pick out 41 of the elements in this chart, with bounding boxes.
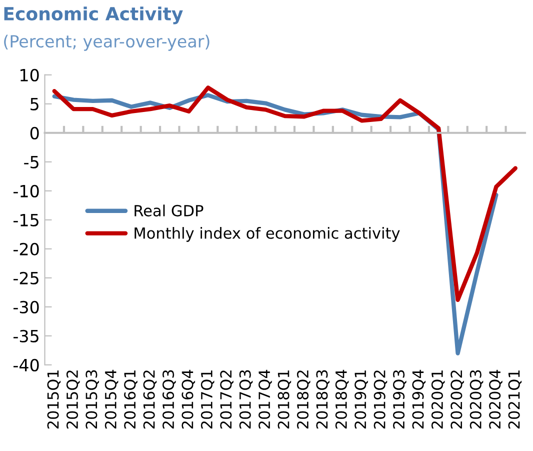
y-tick-label: 0 — [30, 126, 39, 140]
line-series — [52, 86, 518, 302]
x-tick-label: 2016Q3 — [162, 370, 176, 429]
y-tick-label: 5 — [30, 98, 38, 110]
x-tick-label: 2020Q3 — [470, 370, 484, 429]
x-tick-label: 2018Q3 — [316, 370, 330, 429]
y-tick-label: 10 — [20, 68, 39, 82]
y-tick-label: -40 — [14, 358, 39, 372]
legend-label: Real GDP — [134, 204, 204, 216]
x-tick-label: 2017Q1 — [200, 370, 214, 429]
x-tick-label: 2018Q2 — [296, 370, 310, 429]
y-tick-label: -35 — [14, 330, 38, 342]
x-tick-label: 2018Q1 — [278, 370, 292, 429]
x-tick-label: 2017Q3 — [239, 370, 253, 429]
x-tick-label: 2015Q1 — [47, 370, 61, 429]
x-tick-label: 2020Q4 — [489, 370, 502, 429]
x-tick-label: 2019Q4 — [412, 370, 426, 429]
x-tick-label: 2019Q2 — [374, 370, 388, 429]
x-tick-label: 2017Q4 — [258, 370, 272, 429]
legend-label: Monthly index of economic activity — [134, 227, 400, 242]
x-tick-label: 2021Q1 — [508, 370, 522, 429]
y-tick-label: -5 — [24, 156, 38, 168]
x-tick-label: 2016Q2 — [143, 370, 157, 429]
x-tick-label: 2019Q1 — [354, 370, 368, 429]
x-tick-label: 2016Q1 — [124, 370, 138, 429]
x-tick-label: 2020Q2 — [450, 370, 464, 429]
chart-subtitle: (Percent; year-over-year) — [4, 34, 210, 51]
y-tick-label: -30 — [14, 300, 39, 314]
x-tick-label: 2019Q3 — [393, 370, 406, 429]
x-tick-label: 2015Q3 — [86, 370, 99, 429]
x-tick-label: 2015Q4 — [104, 370, 118, 429]
x-tick-label: 2020Q1 — [431, 370, 445, 429]
x-tick-label: 2018Q4 — [335, 370, 349, 429]
y-tick-label: -10 — [14, 184, 39, 198]
x-tick-label: 2017Q2 — [220, 370, 234, 429]
chart-title: Economic Activity — [4, 6, 183, 24]
y-tick-label: -20 — [14, 242, 39, 256]
x-tick-label: 2016Q4 — [182, 370, 196, 429]
y-tick-label: -25 — [14, 272, 38, 284]
y-tick-label: -15 — [14, 214, 38, 226]
x-tick-label: 2015Q2 — [66, 370, 80, 429]
